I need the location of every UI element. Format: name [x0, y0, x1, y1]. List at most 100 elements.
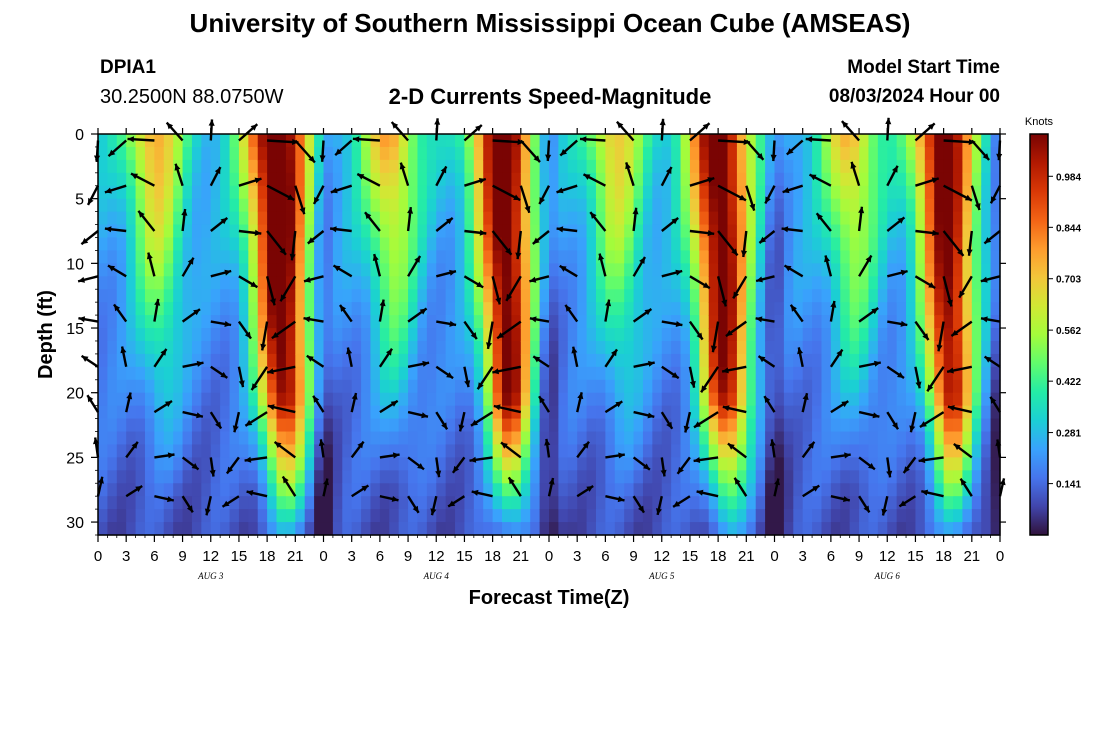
heatmap-cell: [379, 366, 390, 381]
heatmap-cell: [248, 340, 259, 355]
heatmap-cell: [210, 159, 221, 174]
heatmap-cell: [144, 418, 155, 433]
heatmap-cell: [473, 315, 484, 329]
heatmap-cell: [464, 237, 475, 252]
heatmap-cell: [567, 134, 578, 148]
heatmap-cell: [877, 315, 888, 329]
heatmap-cell: [248, 431, 259, 446]
heatmap-cell: [379, 392, 390, 407]
heatmap-cell: [736, 353, 747, 368]
heatmap-cell: [351, 470, 362, 484]
heatmap-cell: [736, 340, 747, 355]
heatmap-cell: [990, 431, 1001, 446]
heatmap-cell: [182, 353, 193, 368]
heatmap-cell: [642, 444, 653, 458]
heatmap-cell: [680, 302, 691, 316]
heatmap-cell: [699, 146, 710, 161]
heatmap-cell: [727, 302, 738, 316]
heatmap-cell: [953, 405, 964, 420]
heatmap-cell: [943, 522, 954, 536]
heatmap-cell: [520, 289, 531, 303]
current-arrow: [886, 216, 906, 232]
heatmap-cell: [144, 328, 155, 342]
heatmap-cell: [455, 392, 466, 407]
heatmap-cell: [304, 444, 315, 458]
heatmap-cell: [238, 315, 249, 329]
heatmap-cell: [755, 496, 766, 510]
heatmap-cell: [699, 224, 710, 239]
heatmap-cell: [971, 146, 982, 161]
heatmap-cell: [793, 496, 804, 510]
heatmap-cell: [689, 198, 700, 213]
heatmap-cell: [126, 431, 137, 446]
heatmap-cell: [549, 418, 559, 433]
heatmap-cell: [689, 263, 700, 277]
heatmap-cell: [971, 379, 982, 394]
heatmap-cell: [558, 405, 569, 420]
heatmap-cell: [473, 134, 484, 148]
heatmap-cell: [276, 224, 287, 239]
heatmap-cell: [201, 328, 212, 342]
heatmap-cell: [455, 237, 466, 252]
heatmap-cell: [107, 366, 118, 381]
heatmap-cell: [849, 211, 860, 226]
heatmap-cell: [567, 353, 578, 368]
heatmap-cell: [868, 340, 879, 355]
heatmap-cell: [549, 224, 559, 239]
heatmap-cell: [220, 146, 231, 161]
heatmap-cell: [464, 276, 475, 290]
heatmap-cell: [191, 392, 202, 407]
current-arrow: [858, 410, 880, 419]
heatmap-cell: [633, 134, 644, 148]
heatmap-cell: [182, 250, 193, 264]
heatmap-cell: [163, 198, 174, 213]
heatmap-cell: [962, 522, 973, 536]
heatmap-cell: [314, 496, 325, 510]
heatmap-cell: [765, 159, 776, 174]
heatmap-cell: [990, 302, 1001, 316]
heatmap-cell: [201, 379, 212, 394]
x-tick-label: 18: [710, 548, 727, 565]
heatmap-cell: [304, 289, 315, 303]
heatmap-cell: [398, 405, 409, 420]
heatmap-cell: [549, 211, 559, 226]
heatmap-cell: [342, 457, 353, 471]
heatmap-cell: [896, 379, 907, 394]
heatmap-cell: [408, 483, 419, 497]
heatmap-cell: [567, 276, 578, 290]
heatmap-cell: [144, 470, 155, 484]
heatmap-cell: [887, 509, 898, 523]
heatmap-cell: [361, 496, 372, 510]
current-arrow: [959, 477, 973, 497]
heatmap-cell: [135, 353, 146, 368]
heatmap-cell: [483, 483, 494, 497]
heatmap-cell: [342, 276, 353, 290]
heatmap-cell: [680, 366, 691, 381]
heatmap-cell: [652, 457, 663, 471]
heatmap-cell: [736, 418, 747, 433]
heatmap-cell: [182, 509, 193, 523]
heatmap-cell: [238, 509, 249, 523]
heatmap-cell: [595, 263, 606, 277]
heatmap-cell: [868, 250, 879, 264]
heatmap-cell: [285, 224, 296, 239]
heatmap-cell: [577, 340, 588, 355]
heatmap-cell: [943, 328, 954, 342]
heatmap-cell: [849, 276, 860, 290]
heatmap-cell: [595, 353, 606, 368]
current-arrow: [943, 184, 973, 202]
x-tick-label: 3: [799, 548, 807, 565]
heatmap-cell: [492, 457, 503, 471]
heatmap-cell: [267, 250, 278, 264]
heatmap-cell: [455, 522, 466, 536]
heatmap-cell: [126, 366, 137, 381]
heatmap-cell: [981, 509, 992, 523]
heatmap-cell: [812, 146, 823, 161]
heatmap-cell: [727, 237, 738, 252]
heatmap-cell: [154, 237, 165, 252]
heatmap-cell: [558, 276, 569, 290]
heatmap-cell: [736, 250, 747, 264]
heatmap-cell: [238, 198, 249, 213]
heatmap-cell: [718, 483, 729, 497]
heatmap-cell: [774, 263, 785, 277]
